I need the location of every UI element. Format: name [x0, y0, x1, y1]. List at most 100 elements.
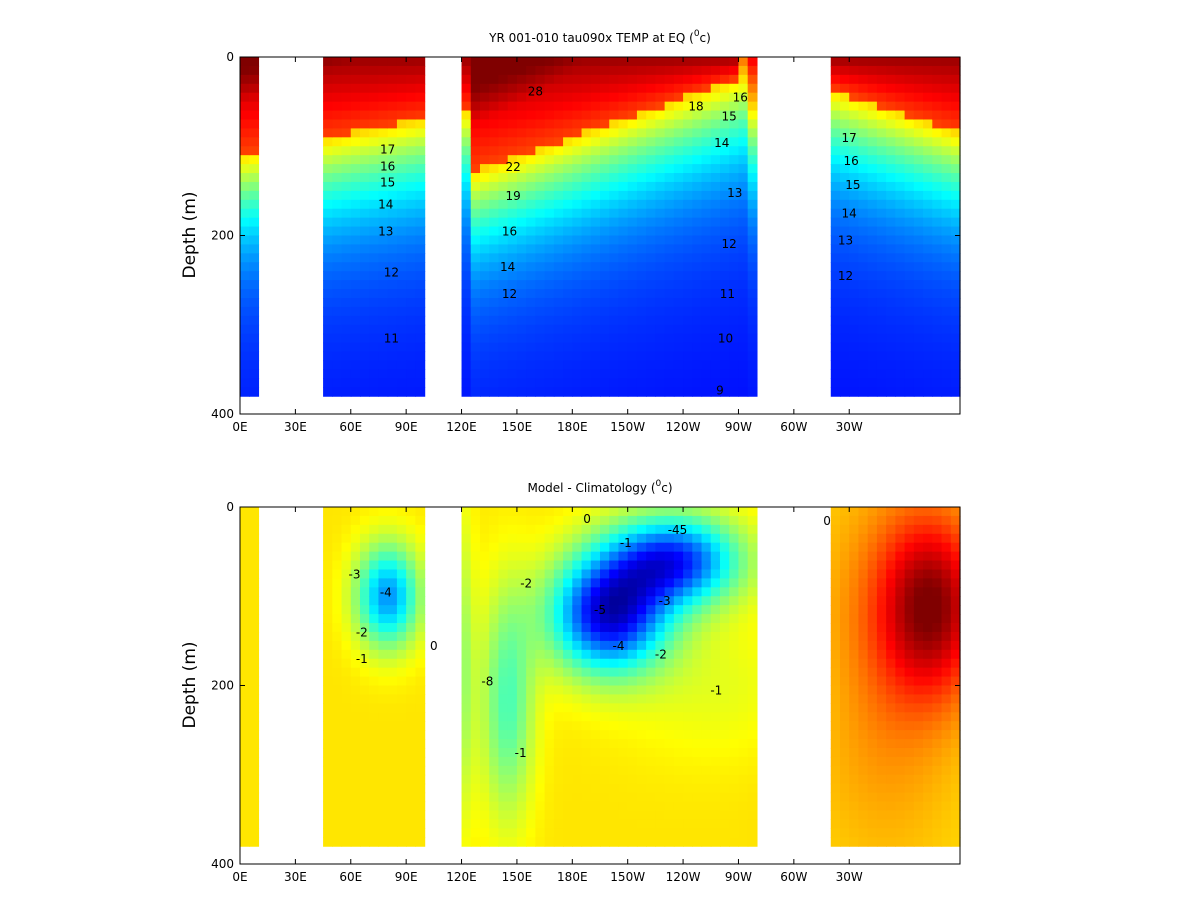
heatmap-cell	[507, 765, 518, 776]
heatmap-cell	[655, 208, 666, 219]
heatmap-cell	[636, 360, 647, 370]
heatmap-cell	[941, 83, 952, 94]
heatmap-cell	[498, 92, 509, 103]
heatmap-cell	[489, 542, 500, 553]
heatmap-cell	[590, 765, 601, 776]
heatmap-cell	[858, 614, 869, 624]
heatmap-cell	[729, 110, 740, 121]
heatmap-cell	[701, 262, 712, 272]
heatmap-cell	[563, 747, 573, 758]
heatmap-cell	[941, 631, 952, 642]
heatmap-cell	[830, 110, 841, 121]
heatmap-cell	[858, 92, 869, 103]
heatmap-cell	[516, 119, 527, 129]
heatmap-cell	[904, 369, 915, 379]
heatmap-cell	[923, 783, 933, 794]
heatmap-cell	[332, 387, 343, 397]
heatmap-cell	[323, 703, 333, 713]
heatmap-cell	[535, 569, 546, 579]
heatmap-cell	[498, 155, 509, 165]
heatmap-cell	[332, 730, 343, 740]
heatmap-cell	[461, 551, 472, 562]
heatmap-cell	[830, 605, 841, 615]
heatmap-cell	[950, 524, 961, 535]
heatmap-cell	[941, 542, 952, 553]
heatmap-cell	[341, 190, 352, 201]
heatmap-cell	[950, 324, 961, 335]
heatmap-cell	[673, 199, 684, 210]
heatmap-cell	[720, 253, 730, 263]
heatmap-cell	[876, 155, 887, 165]
heatmap-cell	[498, 596, 509, 606]
heatmap-cell	[535, 614, 546, 624]
heatmap-cell	[655, 342, 666, 353]
heatmap-cell	[904, 146, 915, 156]
heatmap-cell	[470, 208, 481, 219]
heatmap-cell	[332, 199, 343, 210]
x-tick-label: 0E	[232, 420, 247, 434]
heatmap-cell	[516, 712, 527, 722]
heatmap-cell	[544, 297, 555, 308]
heatmap-cell	[895, 181, 906, 192]
heatmap-cell	[858, 551, 869, 562]
heatmap-cell	[572, 351, 583, 362]
heatmap-cell	[332, 587, 343, 597]
heatmap-cell	[350, 721, 361, 731]
heatmap-cell	[849, 387, 860, 397]
heatmap-cell	[470, 774, 481, 785]
heatmap-cell	[396, 101, 407, 112]
heatmap-cell	[720, 774, 730, 785]
heatmap-cell	[350, 739, 361, 749]
heatmap-cell	[553, 649, 564, 660]
heatmap-cell	[636, 190, 647, 201]
heatmap-cell	[544, 694, 555, 704]
heatmap-cell	[350, 110, 361, 121]
heatmap-cell	[470, 378, 481, 388]
heatmap-cell	[406, 74, 416, 85]
heatmap-cell	[673, 721, 684, 731]
heatmap-cell	[249, 155, 260, 165]
heatmap-cell	[849, 739, 860, 749]
heatmap-cell	[516, 342, 527, 353]
heatmap-cell	[886, 262, 896, 272]
heatmap-cell	[590, 515, 601, 526]
heatmap-cell	[498, 712, 509, 722]
heatmap-cell	[406, 703, 416, 713]
heatmap-cell	[249, 128, 260, 138]
heatmap-cell	[406, 235, 416, 246]
heatmap-cell	[747, 164, 758, 174]
heatmap-cell	[950, 792, 961, 803]
heatmap-cell	[646, 181, 656, 192]
heatmap-cell	[341, 560, 352, 571]
heatmap-cell	[535, 244, 546, 254]
heatmap-cell	[572, 765, 583, 776]
heatmap-cell	[720, 783, 730, 794]
heatmap-cell	[350, 235, 361, 246]
heatmap-cell	[950, 181, 961, 192]
heatmap-cell	[876, 297, 887, 308]
heatmap-cell	[876, 333, 887, 344]
heatmap-cell	[516, 569, 527, 579]
heatmap-cell	[886, 297, 896, 308]
heatmap-cell	[913, 378, 924, 388]
heatmap-cell	[904, 351, 915, 362]
heatmap-cell	[563, 289, 573, 299]
heatmap-cell	[858, 694, 869, 704]
contour-label: 15	[722, 109, 737, 123]
heatmap-cell	[701, 137, 712, 147]
heatmap-cell	[867, 253, 878, 263]
heatmap-cell	[904, 587, 915, 597]
heatmap-cell	[627, 819, 638, 829]
heatmap-cell	[415, 369, 426, 379]
heatmap-cell	[720, 208, 730, 219]
heatmap-cell	[720, 128, 730, 138]
heatmap-cell	[646, 783, 656, 794]
heatmap-cell	[387, 614, 398, 624]
heatmap-cell	[240, 342, 250, 353]
heatmap-cell	[895, 262, 906, 272]
heatmap-cell	[572, 730, 583, 740]
heatmap-cell	[249, 515, 260, 526]
heatmap-cell	[323, 155, 333, 165]
x-tick-label: 60E	[339, 420, 362, 434]
heatmap-cell	[553, 560, 564, 571]
